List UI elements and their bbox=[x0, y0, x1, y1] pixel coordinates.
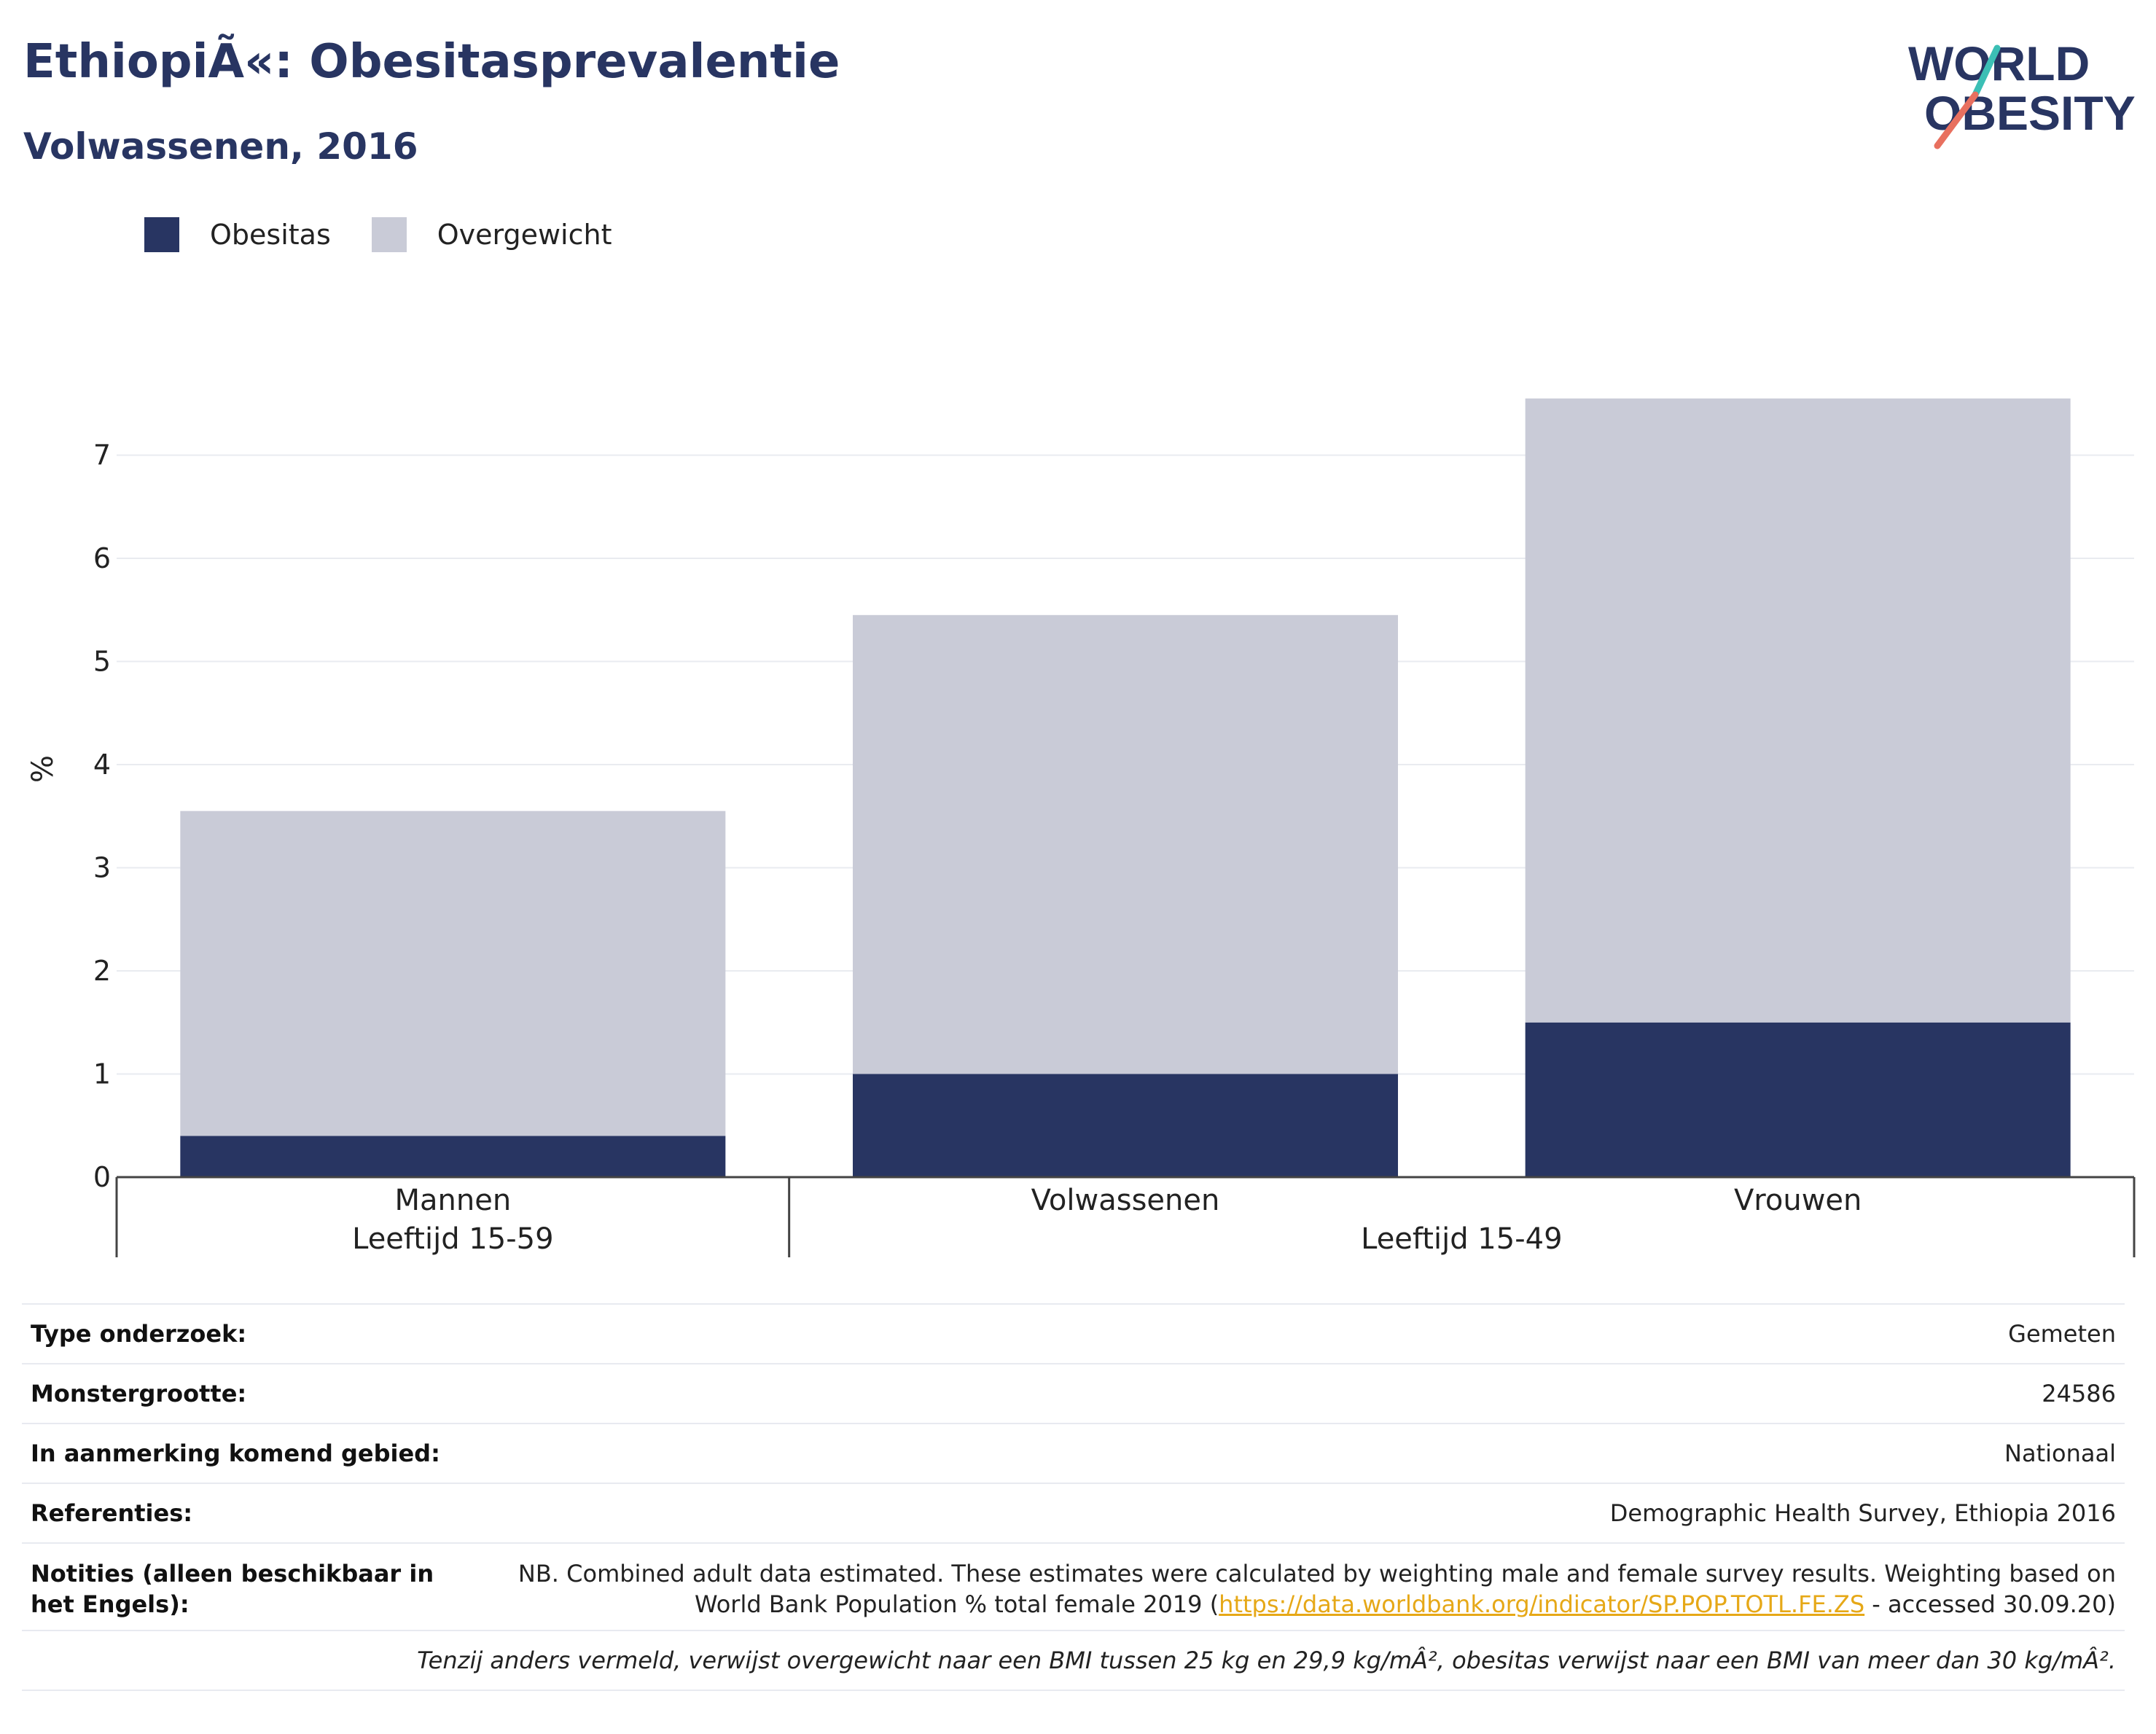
y-tick-label: 2 bbox=[93, 955, 111, 987]
meta-value: 24586 bbox=[2042, 1380, 2116, 1407]
footnote: Tenzij anders vermeld, verwijst overgewi… bbox=[22, 1630, 2125, 1691]
legend-swatch-overgewicht bbox=[371, 217, 407, 252]
y-tick-label: 7 bbox=[93, 440, 111, 472]
meta-row-survey-type: Type onderzoek: Gemeten bbox=[22, 1303, 2125, 1363]
metadata-table: Type onderzoek: Gemeten Monstergrootte: … bbox=[22, 1303, 2125, 1691]
notes-text-before: NB. Combined adult data estimated. These… bbox=[517, 1560, 2116, 1618]
meta-row-references: Referenties: Demographic Health Survey, … bbox=[22, 1483, 2125, 1542]
y-tick-label: 5 bbox=[93, 646, 111, 678]
meta-row-notes: Notities (alleen beschikbaar in het Enge… bbox=[22, 1542, 2125, 1630]
page-subtitle: Volwassenen, 2016 bbox=[23, 125, 418, 168]
x-group-label: Leeftijd 15-49 bbox=[1361, 1222, 1562, 1256]
y-tick-label: 6 bbox=[93, 542, 111, 574]
bar-chart: 0 1 2 3 4 5 6 7% Mannen Volwassenen Vrouwen Leeftij… bbox=[26, 398, 2136, 1257]
legend-item-overgewicht: Overgewicht bbox=[371, 217, 612, 252]
meta-value: Demographic Health Survey, Ethiopia 2016 bbox=[1609, 1499, 2116, 1527]
bar-overgewicht bbox=[1525, 398, 2071, 1023]
legend-label-obesitas: Obesitas bbox=[210, 219, 331, 251]
logo-slash-teal bbox=[1972, 44, 2001, 98]
y-tick-label: 4 bbox=[93, 749, 111, 781]
meta-key: Notities (alleen beschikbaar in het Enge… bbox=[31, 1560, 434, 1618]
bar-obesitas bbox=[853, 1074, 1398, 1177]
bar-overgewicht bbox=[180, 811, 726, 1136]
meta-value: Nationaal bbox=[2004, 1440, 2116, 1467]
meta-row-sample-size: Monstergrootte: 24586 bbox=[22, 1363, 2125, 1423]
x-category-label: Volwassenen bbox=[1031, 1184, 1220, 1217]
x-category-label: Mannen bbox=[394, 1184, 511, 1217]
bar-obesitas bbox=[180, 1136, 726, 1177]
worldbank-link[interactable]: https://data.worldbank.org/indicator/SP.… bbox=[1219, 1590, 1865, 1618]
chart-legend: Obesitas Overgewicht bbox=[144, 217, 653, 252]
meta-value: NB. Combined adult data estimated. These… bbox=[512, 1558, 2116, 1620]
meta-key: Monstergrootte: bbox=[31, 1380, 247, 1407]
legend-swatch-obesitas bbox=[144, 217, 179, 252]
bar-overgewicht bbox=[853, 614, 1398, 1074]
meta-key: Referenties: bbox=[31, 1499, 193, 1527]
bar-obesitas bbox=[1525, 1022, 2071, 1177]
page-title: EthiopiÃ«: Obesitasprevalentie bbox=[23, 35, 840, 89]
legend-label-overgewicht: Overgewicht bbox=[437, 219, 612, 251]
x-group-label: Leeftijd 15-59 bbox=[352, 1222, 553, 1256]
notes-text-after: - accessed 30.09.20) bbox=[1864, 1590, 2116, 1618]
y-tick-label: 0 bbox=[93, 1161, 111, 1193]
logo-slash-coral bbox=[1934, 91, 1979, 149]
logo-line1: WORLD bbox=[1908, 36, 2090, 90]
x-category-label: Vrouwen bbox=[1734, 1184, 1862, 1217]
y-tick-label: 1 bbox=[93, 1058, 111, 1090]
world-obesity-logo: WORLD OBESITY bbox=[1908, 36, 2136, 149]
y-tick-label: 3 bbox=[93, 852, 111, 884]
meta-key: In aanmerking komend gebied: bbox=[31, 1440, 440, 1467]
meta-row-area: In aanmerking komend gebied: Nationaal bbox=[22, 1423, 2125, 1483]
legend-item-obesitas: Obesitas bbox=[144, 217, 331, 252]
meta-key: Type onderzoek: bbox=[31, 1320, 247, 1348]
meta-value: Gemeten bbox=[2008, 1320, 2116, 1348]
y-axis-label: % bbox=[26, 755, 60, 783]
